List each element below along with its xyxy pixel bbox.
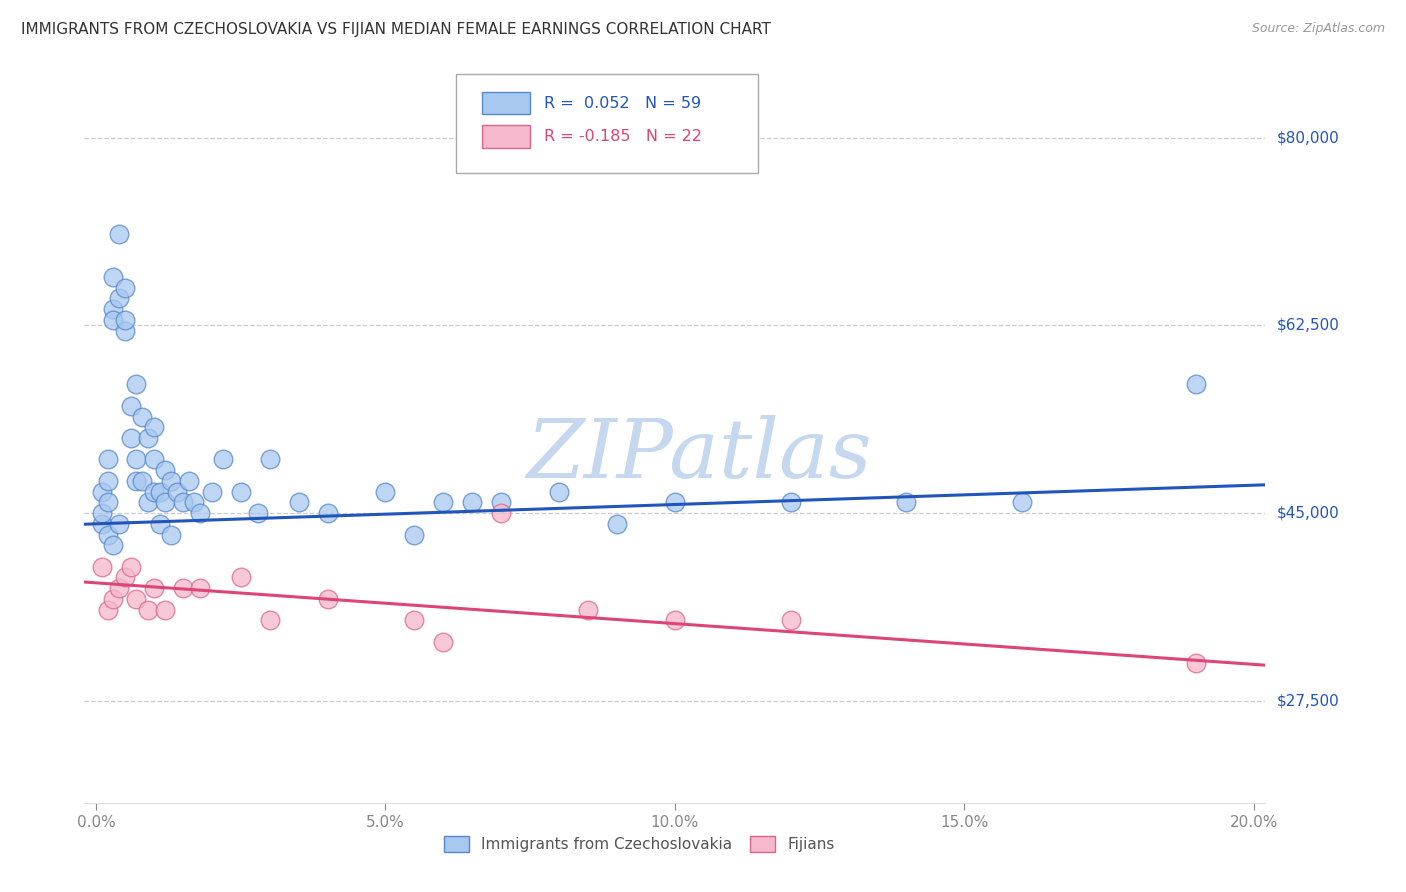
Point <box>131 409 153 424</box>
Point <box>188 506 211 520</box>
Point <box>136 495 159 509</box>
Point <box>131 474 153 488</box>
Point <box>548 484 571 499</box>
Point <box>136 431 159 445</box>
Point <box>142 420 165 434</box>
Point <box>404 614 426 628</box>
Point <box>1185 377 1208 392</box>
Point <box>606 516 628 531</box>
Point <box>779 495 801 509</box>
Point <box>432 495 454 509</box>
Point <box>160 527 183 541</box>
Point <box>103 313 125 327</box>
Point <box>160 474 183 488</box>
Point <box>779 614 801 628</box>
Point <box>259 614 281 628</box>
Point <box>172 581 194 595</box>
Point <box>142 452 165 467</box>
Point <box>201 484 224 499</box>
Legend: Immigrants from Czechoslovakia, Fijians: Immigrants from Czechoslovakia, Fijians <box>439 830 841 858</box>
Point <box>404 527 426 541</box>
Point <box>103 270 125 285</box>
Point <box>96 474 118 488</box>
Point <box>90 516 112 531</box>
Point <box>316 506 339 520</box>
Point <box>155 602 177 616</box>
Point <box>125 377 148 392</box>
FancyBboxPatch shape <box>457 73 758 173</box>
Point <box>136 602 159 616</box>
Point <box>114 281 136 295</box>
Point <box>120 559 142 574</box>
Point <box>1011 495 1033 509</box>
Text: $80,000: $80,000 <box>1277 130 1340 145</box>
Point <box>316 591 339 606</box>
Text: $27,500: $27,500 <box>1277 693 1340 708</box>
Point <box>229 570 252 584</box>
Point <box>1185 657 1208 671</box>
Point <box>120 399 142 413</box>
Text: IMMIGRANTS FROM CZECHOSLOVAKIA VS FIJIAN MEDIAN FEMALE EARNINGS CORRELATION CHAR: IMMIGRANTS FROM CZECHOSLOVAKIA VS FIJIAN… <box>21 22 770 37</box>
Text: ZIPatlas: ZIPatlas <box>526 415 872 495</box>
Point <box>90 559 112 574</box>
Point <box>108 227 131 241</box>
Point <box>183 495 205 509</box>
Point <box>96 452 118 467</box>
Point <box>149 516 172 531</box>
Point <box>664 614 686 628</box>
Point <box>108 516 131 531</box>
Point <box>664 495 686 509</box>
Text: R =  0.052   N = 59: R = 0.052 N = 59 <box>544 95 702 111</box>
Point <box>90 484 112 499</box>
Point <box>188 581 211 595</box>
Point <box>896 495 918 509</box>
Point <box>155 495 177 509</box>
Point <box>576 602 599 616</box>
Point <box>155 463 177 477</box>
Point <box>108 292 131 306</box>
Text: $62,500: $62,500 <box>1277 318 1340 333</box>
Point <box>172 495 194 509</box>
Text: R = -0.185   N = 22: R = -0.185 N = 22 <box>544 129 702 144</box>
Point <box>212 452 235 467</box>
Point <box>114 324 136 338</box>
Point <box>103 302 125 317</box>
Point <box>432 635 454 649</box>
Point <box>489 495 512 509</box>
Point <box>259 452 281 467</box>
Point <box>489 506 512 520</box>
Point <box>90 506 112 520</box>
Point <box>120 431 142 445</box>
Point <box>142 484 165 499</box>
Text: Source: ZipAtlas.com: Source: ZipAtlas.com <box>1251 22 1385 36</box>
Point <box>114 570 136 584</box>
Point <box>108 581 131 595</box>
Point <box>125 591 148 606</box>
Point <box>149 484 172 499</box>
Point <box>96 527 118 541</box>
Point <box>247 506 270 520</box>
Point <box>177 474 200 488</box>
FancyBboxPatch shape <box>482 126 530 147</box>
Point <box>287 495 309 509</box>
Point <box>229 484 252 499</box>
Point <box>103 538 125 552</box>
Point <box>125 452 148 467</box>
Point <box>125 474 148 488</box>
Point <box>114 313 136 327</box>
Point <box>374 484 396 499</box>
Text: $45,000: $45,000 <box>1277 506 1340 521</box>
Point <box>166 484 188 499</box>
FancyBboxPatch shape <box>482 92 530 114</box>
Point <box>103 591 125 606</box>
Point <box>142 581 165 595</box>
Point <box>96 495 118 509</box>
Point <box>461 495 484 509</box>
Point <box>96 602 118 616</box>
